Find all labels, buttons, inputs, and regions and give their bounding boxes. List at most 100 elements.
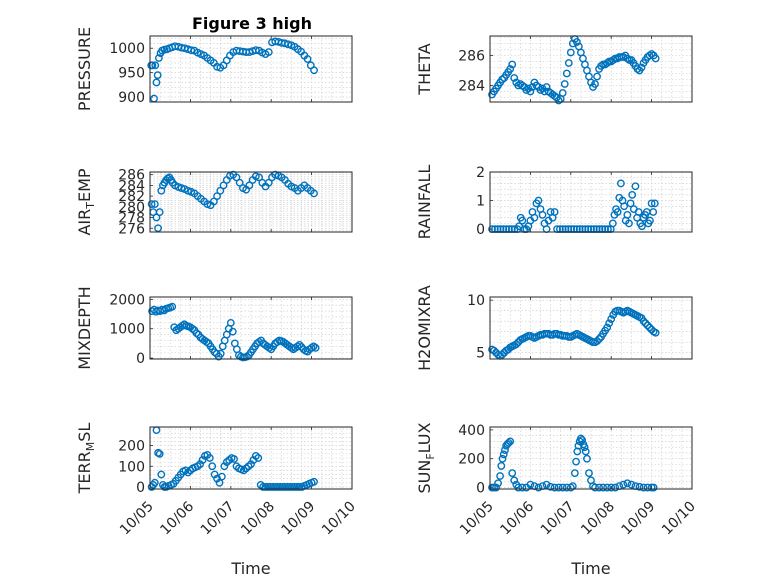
data-point: [646, 216, 654, 225]
data-point: [626, 199, 635, 208]
axes-border: [489, 296, 693, 360]
data-point: [284, 40, 293, 49]
y-tick-label: 2: [476, 165, 485, 181]
y-tick-label: 100: [118, 459, 145, 475]
data-point: [558, 483, 567, 492]
data-point: [638, 222, 646, 231]
data-point: [616, 179, 625, 188]
data-point: [593, 337, 601, 346]
y-tick-label: 286: [458, 49, 485, 65]
data-point: [572, 38, 581, 46]
data-point: [154, 54, 163, 62]
data-point: [506, 65, 515, 73]
subplot-2: 284 286 THETA: [415, 35, 693, 105]
data-point: [155, 208, 164, 217]
y-tick-label: 1: [476, 194, 485, 210]
data-point: [154, 224, 162, 233]
data-point: [627, 480, 636, 489]
axes-background: [489, 296, 693, 360]
data-point: [542, 83, 551, 91]
data-point: [591, 80, 599, 88]
data-point: [613, 208, 622, 216]
data-point: [607, 483, 616, 492]
data-point: [157, 470, 166, 479]
data-point: [532, 81, 541, 90]
data-point: [526, 87, 535, 96]
data-point: [550, 92, 559, 100]
data-point: [619, 53, 628, 61]
subplot-5: 0 1000 2000 MIXDEPTH: [75, 286, 353, 370]
x-tick-label: 10/07: [538, 499, 578, 539]
data-point: [295, 483, 304, 491]
data-point: [649, 208, 658, 216]
data-point: [562, 69, 571, 78]
y-axis-label: H2OMIXRA: [415, 285, 434, 371]
data-point: [508, 60, 517, 69]
data-point: [499, 450, 508, 459]
data-point: [593, 72, 601, 81]
y-tick-label: 284: [118, 178, 145, 194]
data-point: [603, 323, 612, 332]
data-point: [558, 89, 567, 97]
y-tick-label: 400: [458, 423, 485, 439]
data-point: [637, 63, 646, 72]
y-tick-label: 286: [118, 168, 145, 184]
axes-border: [149, 35, 353, 103]
data-point: [497, 462, 506, 470]
data-point: [264, 483, 272, 491]
data-point: [608, 219, 617, 228]
data-point: [647, 50, 656, 58]
x-axis-label: Time: [570, 559, 610, 578]
data-point: [587, 78, 595, 87]
data-point: [490, 346, 498, 355]
data-point: [643, 321, 652, 330]
y-tick-label: 284: [458, 79, 485, 95]
data-point: [266, 483, 275, 491]
data-point: [264, 48, 273, 57]
data-point: [605, 319, 614, 328]
y-axis-label: TERRMSL: [75, 423, 97, 495]
data-point: [510, 476, 519, 485]
y-tick-label: 0: [136, 351, 145, 367]
data-point: [639, 483, 648, 492]
data-point: [526, 480, 535, 489]
y-tick-label: 0: [136, 480, 145, 496]
data-point: [554, 483, 563, 492]
data-point: [147, 200, 156, 209]
x-tick-label: 10/06: [157, 498, 197, 538]
data-point: [514, 483, 523, 492]
data-point: [504, 438, 513, 447]
y-tick-label: 5: [476, 346, 485, 362]
data-point: [620, 202, 629, 211]
data-point: [583, 454, 591, 463]
data-point: [564, 59, 573, 67]
data-point: [518, 216, 527, 225]
x-tick-label: 10/09: [619, 499, 659, 539]
data-point: [578, 436, 587, 444]
data-point: [645, 323, 654, 332]
data-point: [538, 210, 547, 219]
data-point: [153, 71, 162, 80]
data-point: [530, 213, 539, 222]
subplot-1: 900 950 1000 PRESSURE: [75, 27, 353, 111]
data-point: [599, 483, 608, 492]
data-point: [205, 454, 214, 462]
data-point: [288, 483, 297, 491]
data-point: [216, 349, 225, 358]
axes-border: [149, 426, 353, 490]
data-point: [634, 208, 643, 216]
data-point: [603, 483, 612, 492]
data-point: [546, 482, 555, 491]
subplot-8: 0 200 400 10/05 10/06 10/07 10/08 10/09 10/10 Tim…: [415, 422, 699, 578]
data-point: [639, 317, 648, 326]
data-point: [310, 189, 318, 198]
data-point: [603, 59, 612, 67]
y-axis-label: AIRTEMP: [75, 168, 97, 235]
data-point: [651, 328, 660, 337]
data-point: [148, 61, 157, 70]
data-point: [281, 483, 289, 491]
y-tick-label: 0: [476, 222, 485, 238]
data-point: [150, 478, 159, 487]
data-point: [261, 483, 270, 491]
